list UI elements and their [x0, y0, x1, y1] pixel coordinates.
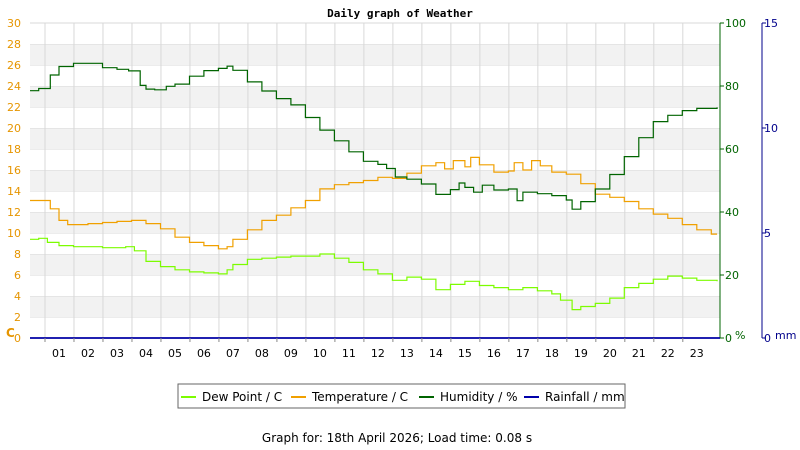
legend-label-rainfall: Rainfall / mm	[545, 390, 625, 404]
rainfall-tick-label-10: 10	[764, 122, 778, 135]
chart-title: Daily graph of Weather	[327, 7, 473, 20]
band-13	[30, 44, 720, 65]
x-tick-label-15: 15	[458, 347, 472, 360]
band-1	[30, 296, 720, 317]
band-2	[30, 275, 720, 296]
band-10	[30, 107, 720, 128]
x-tick-label-20: 20	[603, 347, 617, 360]
x-tick-label-14: 14	[429, 347, 443, 360]
humidity-tick-label-100: 100	[725, 17, 746, 30]
humidity-tick-label-20: 20	[725, 269, 739, 282]
rainfall-tick-label-0: 0	[764, 332, 771, 345]
humidity-tick-label-0: 0	[725, 332, 732, 345]
left-tick-label-6: 6	[14, 269, 21, 282]
band-11	[30, 86, 720, 107]
x-tick-label-10: 10	[313, 347, 327, 360]
series-line-dew-point	[30, 237, 718, 311]
humidity-tick-label-80: 80	[725, 80, 739, 93]
left-tick-label-8: 8	[14, 248, 21, 261]
legend-label-temperature: Temperature / C	[311, 390, 408, 404]
humidity-axis-ticks: 0 20 40 60 80 100	[720, 17, 746, 345]
rainfall-axis-unit: mm	[775, 329, 796, 342]
x-tick-label-05: 05	[168, 347, 182, 360]
rainfall-axis-ticks: 0 5 10 15	[762, 17, 778, 345]
x-tick-label-08: 08	[255, 347, 269, 360]
humidity-tick-label-40: 40	[725, 206, 739, 219]
humidity-axis-unit: %	[735, 329, 745, 342]
left-tick-label-2: 2	[14, 311, 21, 324]
legend: Dew Point / C Temperature / C Humidity /…	[177, 383, 626, 409]
series-line-temperature	[30, 156, 718, 250]
x-tick-label-21: 21	[632, 347, 646, 360]
band-3	[30, 254, 720, 275]
band-4	[30, 233, 720, 254]
legend-box	[177, 383, 626, 409]
x-tick-label-18: 18	[545, 347, 559, 360]
left-tick-label-4: 4	[14, 290, 21, 303]
rainfall-tick-label-15: 15	[764, 17, 778, 30]
band-14	[30, 23, 720, 44]
x-tick-label-07: 07	[226, 347, 240, 360]
left-tick-label-18: 18	[7, 143, 21, 156]
left-tick-label-12: 12	[7, 206, 21, 219]
x-tick-label-04: 04	[139, 347, 153, 360]
x-tick-label-13: 13	[400, 347, 414, 360]
left-tick-label-10: 10	[7, 227, 21, 240]
x-tick-label-17: 17	[516, 347, 530, 360]
x-tick-label-19: 19	[574, 347, 588, 360]
rainfall-tick-label-5: 5	[764, 227, 771, 240]
left-tick-label-28: 28	[7, 38, 21, 51]
left-tick-label-26: 26	[7, 59, 21, 72]
x-axis-ticks: 01 02 03 04 05 06 07 08 09 10 11 12 13 14 15 16 17 18 19 20…	[44, 338, 704, 360]
left-tick-label-22: 22	[7, 101, 21, 114]
band-12	[30, 65, 720, 86]
humidity-tick-label-60: 60	[725, 143, 739, 156]
left-tick-label-0: 0	[14, 332, 21, 345]
x-tick-label-01: 01	[52, 347, 66, 360]
series-layer	[30, 62, 720, 339]
left-tick-label-14: 14	[7, 185, 21, 198]
band-9	[30, 128, 720, 149]
band-5	[30, 212, 720, 233]
vertical-gridlines	[44, 23, 684, 338]
left-tick-label-24: 24	[7, 80, 21, 93]
band-8	[30, 149, 720, 170]
x-tick-label-22: 22	[661, 347, 675, 360]
x-tick-label-12: 12	[371, 347, 385, 360]
legend-label-dew-point: Dew Point / C	[202, 390, 282, 404]
band-0	[30, 317, 720, 338]
series-line-humidity	[30, 62, 718, 210]
footer-text: Graph for: 18th April 2026; Load time: 0…	[262, 431, 532, 445]
background-bands	[30, 22, 720, 338]
x-tick-label-06: 06	[197, 347, 211, 360]
x-tick-label-03: 03	[110, 347, 124, 360]
band-6	[30, 191, 720, 212]
left-tick-label-20: 20	[7, 122, 21, 135]
x-tick-label-11: 11	[342, 347, 356, 360]
x-tick-label-09: 09	[284, 347, 298, 360]
left-tick-label-30: 30	[7, 17, 21, 30]
legend-label-humidity: Humidity / %	[440, 390, 517, 404]
x-tick-label-02: 02	[81, 347, 95, 360]
x-tick-label-16: 16	[487, 347, 501, 360]
x-tick-label-23: 23	[690, 347, 704, 360]
left-axis-unit: C	[6, 326, 15, 340]
left-tick-label-16: 16	[7, 164, 21, 177]
